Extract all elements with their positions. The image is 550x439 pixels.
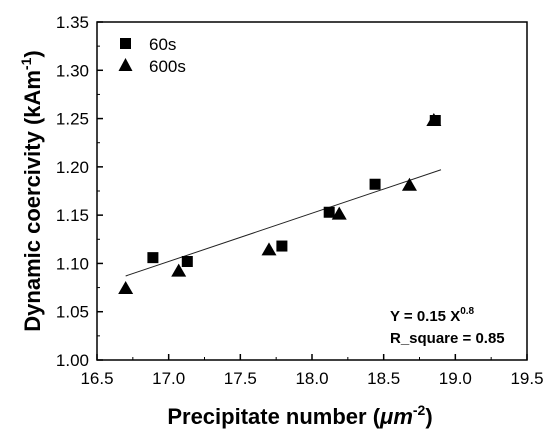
y-tick-label: 1.20 [56,158,89,177]
x-tick-label: 16.5 [80,369,113,388]
y-axis-title: Dynamic coercivity (kAm-1) [18,50,45,331]
point-600s [331,206,347,220]
fit-equation-line2: R_square = 0.85 [390,330,505,347]
x-tick-label: 19.0 [439,369,472,388]
fit-line [125,169,442,277]
legend-marker-600s [118,58,133,71]
point-60s [147,252,159,264]
point-60s [181,255,193,267]
y-tick-label: 1.00 [56,351,89,370]
y-tick-label: 1.15 [56,206,89,225]
point-600s [426,113,442,127]
x-tick-label: 19.5 [510,369,543,388]
x-tick-label: 18.5 [367,369,400,388]
fit-equation-line1: Y = 0.15 X0.8 [390,306,475,325]
x-axis-title: Precipitate number (μm-2) [167,402,432,429]
point-600s [171,263,187,277]
point-60s [323,206,335,218]
x-tick-label: 18.0 [295,369,328,388]
x-tick-label: 17.0 [152,369,185,388]
data-points [118,113,442,295]
y-tick-label: 1.30 [56,61,89,80]
point-600s [118,281,134,295]
y-tick-label: 1.10 [56,254,89,273]
point-600s [401,177,417,191]
x-tick-label: 17.5 [224,369,257,388]
legend-label-600s: 600s [149,57,186,76]
legend-label-60s: 60s [149,35,176,54]
legend: 60s 600s [118,35,186,76]
legend-marker-60s [120,38,131,49]
point-60s [276,240,288,252]
y-tick-label: 1.25 [56,110,89,129]
fit-equation: Y = 0.15 X0.8 R_square = 0.85 [390,306,505,347]
x-axis-ticks: 16.5 17.0 17.5 18.0 18.5 19.0 19.5 [80,354,544,388]
plot-frame [96,21,528,361]
y-axis-ticks: 1.00 1.05 1.10 1.15 1.20 1.25 1.30 1.35 [56,13,103,370]
point-600s [261,242,277,256]
point-60s [369,178,381,190]
fit-line-layer [125,169,442,277]
y-tick-label: 1.05 [56,303,89,322]
y-tick-label: 1.35 [56,13,89,32]
